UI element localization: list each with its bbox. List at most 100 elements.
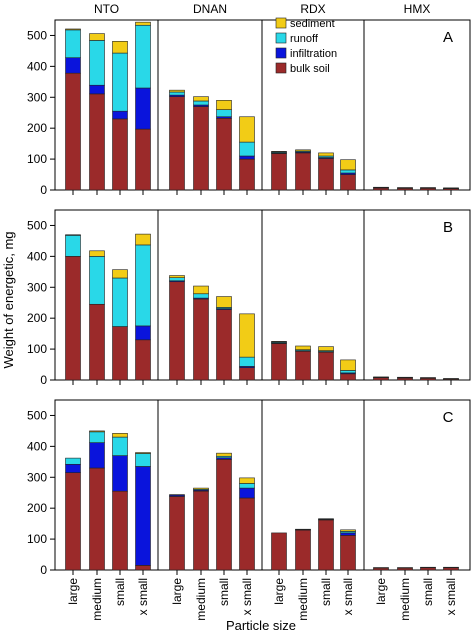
bar-segment-bulk-soil [112, 326, 128, 381]
bar-segment-runoff [318, 518, 334, 520]
bar-segment-bulk-soil [216, 459, 232, 571]
category-label: large [170, 578, 184, 605]
bar-segment-bulk-soil [295, 350, 311, 381]
bar-segment-sediment [89, 33, 105, 41]
bar-segment-runoff [135, 24, 151, 89]
bar-segment-sediment [89, 430, 105, 433]
bar-segment-runoff [89, 431, 105, 443]
bar-segment-bulk-soil [193, 490, 209, 571]
bar-segment-sediment [373, 567, 389, 569]
bar-segment-runoff [193, 100, 209, 106]
bar-segment-sediment [112, 433, 128, 438]
bar-segment-bulk-soil [65, 256, 81, 381]
bar-segment-runoff [193, 293, 209, 299]
bar-segment-sediment [397, 567, 413, 569]
category-label: medium [398, 578, 412, 621]
bar-segment-sediment [271, 151, 287, 153]
bar-segment-runoff [65, 457, 81, 465]
bar-segment-sediment [135, 452, 151, 454]
bar-segment-bulk-soil [295, 529, 311, 571]
bar-segment-bulk-soil [340, 373, 356, 381]
bar-segment-bulk-soil [193, 298, 209, 381]
bar-segment-bulk-soil [169, 496, 185, 571]
bar-segment-bulk-soil [112, 118, 128, 191]
y-tick-label: 500 [27, 408, 47, 422]
bar-segment-sediment [193, 487, 209, 490]
bar-segment-bulk-soil [135, 128, 151, 191]
bar-segment-sediment [318, 152, 334, 157]
group-title: DNAN [193, 2, 227, 16]
bar-segment-bulk-soil [271, 532, 287, 571]
bar-segment-bulk-soil [135, 339, 151, 381]
category-label: small [421, 578, 435, 606]
y-tick-label: 100 [27, 532, 47, 546]
y-tick-label: 500 [27, 218, 47, 232]
category-label: small [319, 578, 333, 606]
category-label: x small [444, 578, 458, 615]
bar-segment-bulk-soil [271, 343, 287, 381]
bar-segment-runoff [112, 277, 128, 327]
legend-swatch [275, 32, 287, 44]
bar-segment-runoff [340, 169, 356, 174]
y-axis-label: Weight of energetic, mg [1, 231, 16, 368]
category-label: medium [90, 578, 104, 621]
category-label: medium [296, 578, 310, 621]
bar-segment-bulk-soil [239, 497, 255, 571]
bar-segment-bulk-soil [169, 96, 185, 191]
bar-segment-sediment [65, 234, 81, 236]
bar-segment-sediment [420, 566, 436, 569]
group-title: RDX [300, 2, 325, 16]
bar-segment-bulk-soil [216, 117, 232, 191]
legend-swatch [275, 47, 287, 59]
bar-segment-bulk-soil [318, 519, 334, 571]
y-tick-label: 300 [27, 280, 47, 294]
bar-segment-runoff [112, 436, 128, 456]
y-tick-label: 200 [27, 501, 47, 515]
bar-segment-sediment [340, 159, 356, 171]
legend-swatch [275, 17, 287, 29]
bar-segment-infiltration [135, 87, 151, 130]
bar-segment-runoff [112, 52, 128, 112]
bar-segment-runoff [89, 256, 105, 305]
bar-segment-infiltration [239, 487, 255, 499]
bar-segment-sediment [340, 359, 356, 371]
bar-segment-sediment [420, 377, 436, 379]
bar-segment-infiltration [340, 532, 356, 536]
bar-segment-runoff [135, 244, 151, 327]
legend-label: bulk soil [290, 63, 330, 75]
bar-segment-bulk-soil [65, 472, 81, 571]
bar-segment-runoff [135, 453, 151, 467]
legend-swatch [275, 62, 287, 74]
bar-segment-sediment [373, 376, 389, 378]
bar-segment-runoff [216, 109, 232, 118]
bar-segment-infiltration [135, 466, 151, 566]
category-label: x small [136, 578, 150, 615]
bar-segment-bulk-soil [216, 309, 232, 381]
y-tick-label: 0 [40, 183, 47, 197]
bar-segment-infiltration [112, 455, 128, 492]
bar-segment-infiltration [112, 110, 128, 120]
bar-segment-runoff [169, 277, 185, 282]
bar-segment-bulk-soil [239, 367, 255, 381]
legend-label: runoff [290, 33, 319, 45]
y-tick-label: 0 [40, 373, 47, 387]
bar-segment-runoff [169, 91, 185, 96]
category-label: large [272, 578, 286, 605]
category-label: small [217, 578, 231, 606]
bar-segment-runoff [65, 29, 81, 59]
category-label: x small [341, 578, 355, 615]
x-axis-label: Particle size [226, 618, 296, 633]
bar-segment-sediment [239, 116, 255, 143]
bar-segment-bulk-soil [318, 351, 334, 381]
bar-segment-runoff [295, 528, 311, 531]
bar-segment-sediment [169, 275, 185, 278]
bar-segment-sediment [135, 233, 151, 246]
panel-label: B [443, 219, 453, 236]
bar-segment-infiltration [89, 84, 105, 95]
bar-segment-sediment [239, 313, 255, 358]
bar-segment-sediment [340, 529, 356, 532]
bar-segment-infiltration [89, 442, 105, 469]
bar-segment-sediment [112, 269, 128, 279]
y-tick-label: 300 [27, 470, 47, 484]
